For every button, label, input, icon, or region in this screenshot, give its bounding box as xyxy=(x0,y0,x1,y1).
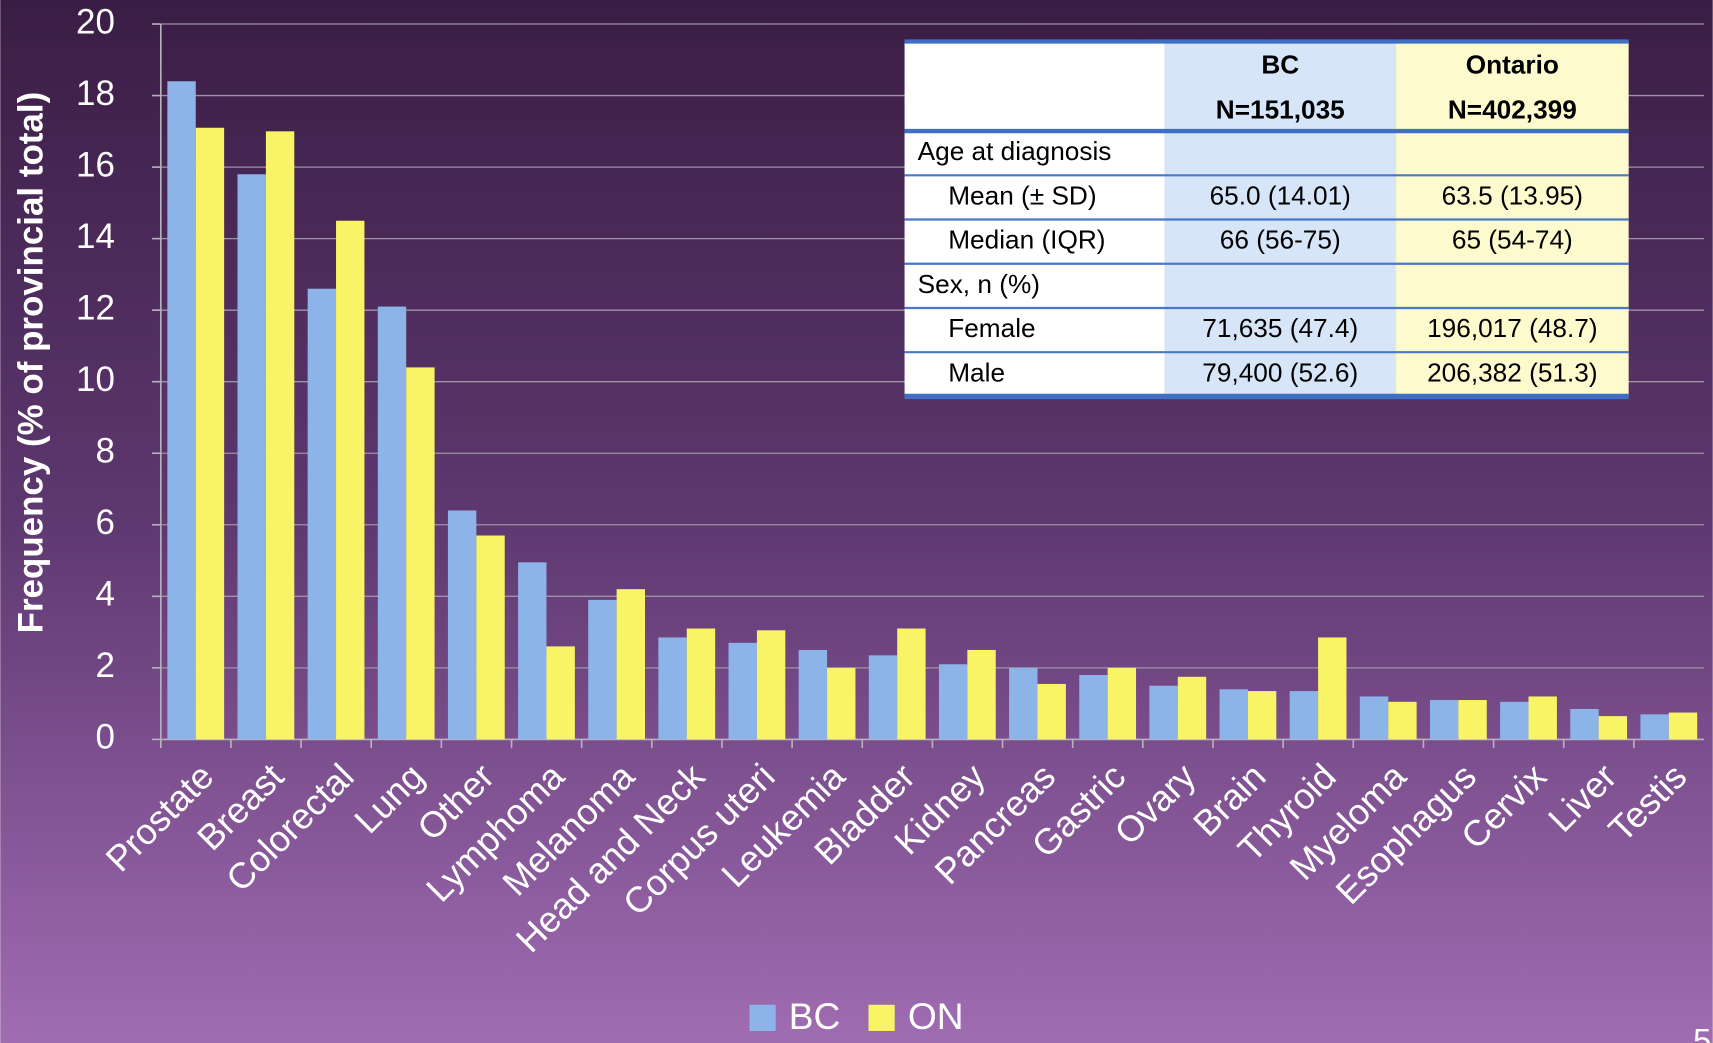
bar xyxy=(406,367,435,740)
legend-label: BC xyxy=(789,995,841,1037)
bar xyxy=(756,630,786,740)
row-label: Age at diagnosis xyxy=(918,136,1112,166)
table-cell: 65 (54-74) xyxy=(1452,225,1573,255)
bar xyxy=(1107,667,1137,740)
bar xyxy=(237,174,266,740)
bar xyxy=(1359,696,1389,740)
column-header: N=402,399 xyxy=(1448,94,1577,124)
bar xyxy=(798,649,828,740)
bar xyxy=(546,646,575,740)
column-header: BC xyxy=(1261,50,1299,80)
table-cell: 196,017 (48.7) xyxy=(1427,313,1597,343)
y-tick-label: 6 xyxy=(95,503,114,542)
bar xyxy=(967,649,996,740)
row-label: Mean (± SD) xyxy=(948,180,1096,210)
legend-swatch xyxy=(868,1004,895,1031)
row-label: Sex, n (%) xyxy=(918,269,1040,299)
column-header: N=151,035 xyxy=(1216,94,1345,124)
bar xyxy=(827,667,856,740)
bar xyxy=(518,562,547,740)
bar xyxy=(1429,700,1459,740)
row-label: Median (IQR) xyxy=(948,225,1105,255)
y-tick-label: 2 xyxy=(95,646,114,685)
table-cell: 63.5 (13.95) xyxy=(1442,180,1583,210)
bar xyxy=(1318,637,1347,740)
bar xyxy=(728,642,757,740)
bar xyxy=(195,127,225,740)
bar xyxy=(1177,676,1207,740)
table-cell: 71,635 (47.4) xyxy=(1202,313,1358,343)
bar xyxy=(1219,689,1248,740)
bar xyxy=(1079,675,1108,740)
page-number: 5 xyxy=(1693,1022,1711,1043)
table-cell: 65.0 (14.01) xyxy=(1210,180,1351,210)
legend-swatch xyxy=(749,1004,776,1031)
bar xyxy=(1640,714,1669,740)
y-tick-label: 8 xyxy=(95,431,114,470)
bar xyxy=(1289,691,1319,740)
bar xyxy=(377,306,407,740)
bar xyxy=(938,664,968,740)
bar xyxy=(167,81,196,740)
bar xyxy=(1037,683,1066,740)
summary-table: BC N=151,035 Ontario N=402,399 Age at diagno… xyxy=(904,39,1629,400)
y-tick-label: 18 xyxy=(76,74,115,113)
bar xyxy=(1149,685,1178,740)
bar xyxy=(1500,701,1529,740)
bar xyxy=(476,535,505,740)
bar xyxy=(897,628,926,740)
y-tick-label: 10 xyxy=(76,360,115,399)
y-tick-label: 4 xyxy=(95,575,114,614)
y-tick-label: 20 xyxy=(76,2,115,41)
bar xyxy=(307,288,337,740)
bar xyxy=(1009,667,1038,740)
bar xyxy=(1528,696,1557,740)
bar xyxy=(1247,691,1277,740)
y-tick-label: 0 xyxy=(95,718,114,757)
bar xyxy=(1458,700,1487,740)
bar xyxy=(616,589,646,740)
bar xyxy=(1598,716,1628,740)
column-header: Ontario xyxy=(1466,50,1559,80)
y-tick-label: 16 xyxy=(76,145,115,184)
table-cell: 206,382 (51.3) xyxy=(1427,357,1597,387)
bar xyxy=(868,655,898,740)
y-tick-label: 14 xyxy=(76,217,115,256)
legend-label: ON xyxy=(908,995,964,1037)
table-cell: 66 (56-75) xyxy=(1220,225,1341,255)
bar xyxy=(336,220,365,740)
bar xyxy=(1668,712,1698,740)
bar xyxy=(265,131,295,740)
bar xyxy=(1388,701,1417,740)
bar xyxy=(658,637,687,740)
row-label: Female xyxy=(948,313,1035,343)
bar xyxy=(588,599,617,740)
bar xyxy=(1570,708,1599,740)
row-label: Male xyxy=(948,357,1005,387)
bar xyxy=(686,628,716,740)
y-tick-label: 12 xyxy=(76,288,115,327)
y-axis-label: Frequency (% of provincial total) xyxy=(11,92,50,634)
bar xyxy=(447,510,477,740)
table-cell: 79,400 (52.6) xyxy=(1202,357,1358,387)
